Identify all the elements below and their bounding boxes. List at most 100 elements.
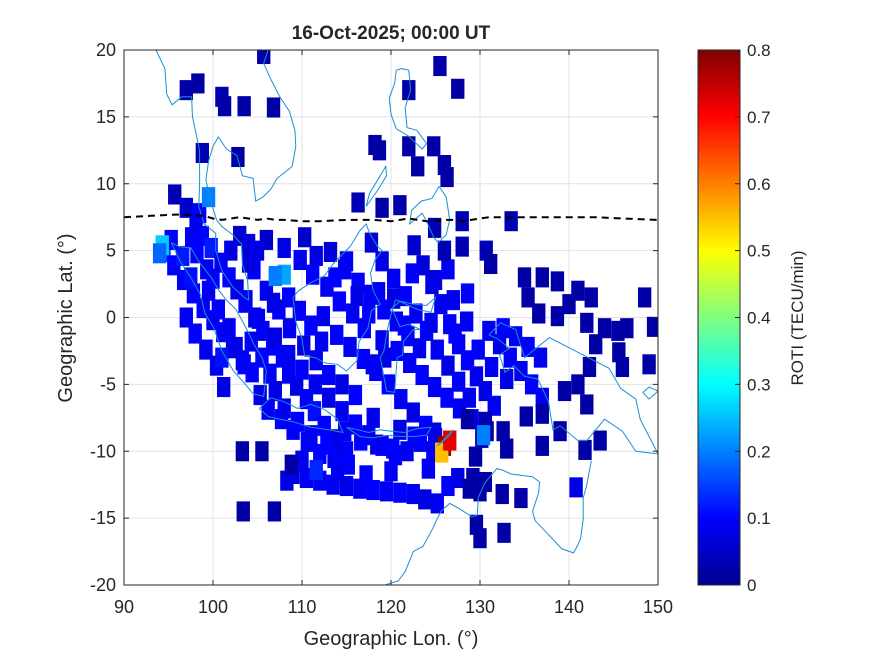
roti-cell <box>295 359 309 380</box>
roti-cell <box>328 267 342 288</box>
roti-cell <box>224 240 238 261</box>
roti-cell <box>500 368 514 390</box>
coastline <box>155 50 297 302</box>
roti-cell <box>184 227 199 248</box>
roti-cell <box>192 203 207 224</box>
roti-cell <box>532 303 546 324</box>
colorbar-tick-label: 0.8 <box>747 41 771 60</box>
roti-cell <box>473 481 487 502</box>
roti-cell <box>492 334 507 355</box>
colorbar-ticks: 0 0.1 0.2 0.3 0.4 0.5 0.6 0.7 0.8 <box>735 41 771 595</box>
roti-cell <box>266 292 281 313</box>
roti-cell <box>403 352 417 374</box>
roti-cell <box>199 339 213 360</box>
roti-cell <box>263 363 277 384</box>
roti-cell <box>343 336 357 357</box>
roti-cell <box>295 450 309 471</box>
roti-cell <box>521 287 535 308</box>
roti-cell <box>459 311 474 332</box>
roti-cell <box>297 227 312 248</box>
x-axis-ticks: 90 100 110 120 130 140 150 <box>114 50 673 617</box>
roti-cell <box>332 291 347 312</box>
roti-cell <box>550 271 565 292</box>
roti-cell <box>637 287 652 308</box>
roti-cell <box>330 324 344 345</box>
roti-cell <box>229 336 243 357</box>
coastline <box>388 68 428 150</box>
roti-cell <box>351 192 365 213</box>
roti-cell <box>582 356 597 378</box>
coastline <box>346 426 432 439</box>
roti-cell <box>393 419 407 440</box>
roti-cell <box>244 331 258 352</box>
roti-cell <box>455 236 469 257</box>
roti-cell <box>535 435 549 456</box>
roti-cell <box>646 316 658 337</box>
roti-cell <box>293 249 307 271</box>
roti-cell <box>580 394 594 415</box>
y-tick-label: 15 <box>96 107 116 127</box>
roti-cell <box>535 403 549 424</box>
roti-cell <box>168 184 182 205</box>
roti-cell <box>642 354 656 375</box>
roti-cell <box>217 96 232 117</box>
x-axis-label: Geographic Lon. (°) <box>304 628 479 650</box>
coastline <box>384 460 592 585</box>
x-tick-label: 110 <box>288 597 317 617</box>
roti-cell <box>597 318 612 339</box>
roti-cell <box>535 387 549 408</box>
roti-cell <box>308 374 323 395</box>
roti-cell <box>557 381 572 402</box>
roti-cell <box>370 434 384 455</box>
roti-cell <box>359 465 373 486</box>
roti-cell <box>411 156 425 177</box>
roti-cell <box>394 389 408 410</box>
colorbar <box>697 49 741 586</box>
roti-cell <box>375 197 389 218</box>
roti-cell <box>441 259 455 280</box>
roti-cell <box>314 331 329 352</box>
roti-cell <box>309 245 323 267</box>
roti-cell <box>593 430 607 451</box>
roti-cell <box>405 263 420 284</box>
roti-cell <box>190 243 204 264</box>
roti-cell <box>346 303 360 324</box>
roti-cell <box>366 407 380 428</box>
roti-cell <box>268 266 282 287</box>
roti-cell <box>268 327 282 348</box>
roti-cell <box>496 421 510 442</box>
roti-cell <box>335 401 349 422</box>
roti-cell <box>569 477 583 498</box>
roti-cell <box>237 354 251 375</box>
roti-cell <box>460 283 475 304</box>
y-axis-label: Geographic Lat. (°) <box>55 233 77 402</box>
roti-cell <box>517 267 532 288</box>
roti-cell <box>468 446 483 467</box>
roti-cell <box>354 430 368 451</box>
roti-cell <box>571 374 585 395</box>
roti-cell <box>339 251 354 272</box>
coastline <box>258 397 344 434</box>
roti-cell <box>266 97 281 118</box>
roti-cell <box>460 350 475 371</box>
roti-cell <box>236 501 250 522</box>
roti-cell <box>281 287 296 308</box>
roti-cell <box>371 282 386 303</box>
roti-cell <box>443 430 457 451</box>
roti-cell <box>239 290 253 311</box>
colorbar-tick-label: 0.6 <box>747 175 771 194</box>
roti-cell <box>437 240 452 261</box>
roti-cell <box>416 255 430 276</box>
roti-cell <box>553 421 567 442</box>
roti-cell <box>496 318 510 339</box>
roti-cell <box>402 136 416 157</box>
roti-cell <box>215 347 229 368</box>
roti-cell <box>365 354 379 375</box>
y-tick-label: -5 <box>100 374 116 394</box>
roti-cell <box>235 441 250 462</box>
coastline <box>365 164 388 207</box>
coastline <box>642 386 658 400</box>
roti-cell <box>430 493 444 514</box>
roti-cell <box>421 458 436 479</box>
x-tick-label: 100 <box>198 597 228 617</box>
